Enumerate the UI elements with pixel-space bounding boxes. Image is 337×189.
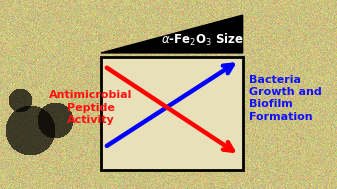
- Polygon shape: [101, 15, 243, 53]
- Bar: [101, 57, 243, 170]
- Text: Bacteria
Growth and
Biofilm
Formation: Bacteria Growth and Biofilm Formation: [249, 75, 322, 122]
- Text: Antimicrobial
Peptide
Activity: Antimicrobial Peptide Activity: [49, 90, 133, 125]
- Text: $\alpha$-Fe$_2$O$_3$ Size: $\alpha$-Fe$_2$O$_3$ Size: [161, 32, 244, 48]
